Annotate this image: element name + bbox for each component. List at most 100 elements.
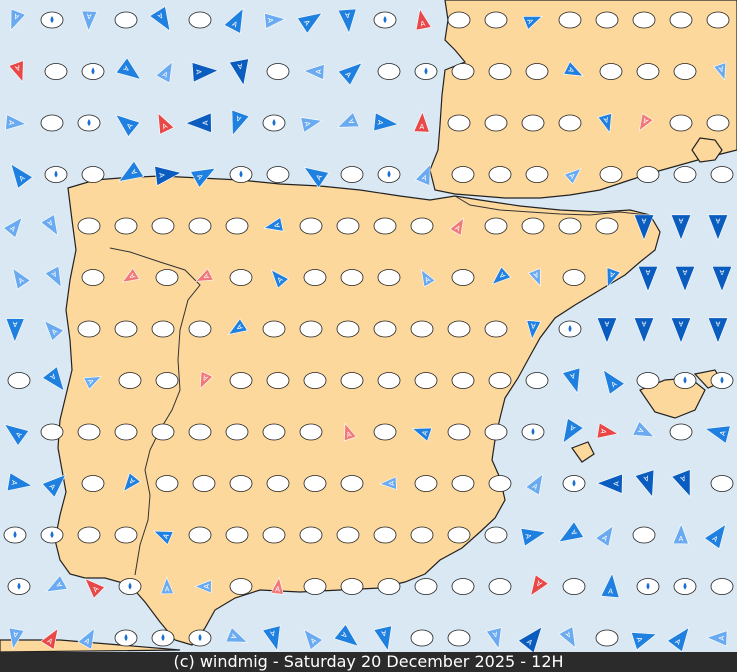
wind-arrow-icon: A bbox=[563, 61, 584, 77]
svg-text:A: A bbox=[678, 216, 683, 224]
wind-arrow-icon: A bbox=[337, 111, 360, 128]
svg-text:A: A bbox=[203, 584, 211, 589]
svg-text:A: A bbox=[345, 11, 351, 19]
svg-text:A: A bbox=[235, 323, 244, 332]
calm-marker bbox=[484, 423, 508, 441]
calm-marker bbox=[340, 475, 364, 492]
wind-arrow-icon: A bbox=[602, 369, 626, 395]
svg-text:A: A bbox=[55, 580, 64, 588]
calm-marker bbox=[484, 217, 508, 235]
wind-arrow-icon: A bbox=[270, 269, 290, 289]
svg-text:A: A bbox=[46, 637, 54, 646]
raindrop-icon bbox=[87, 119, 91, 126]
calm-marker bbox=[595, 11, 619, 29]
calm-marker bbox=[558, 114, 582, 132]
svg-text:A: A bbox=[380, 629, 387, 638]
svg-text:A: A bbox=[613, 481, 621, 486]
wind-arrow-icon: A bbox=[231, 109, 250, 137]
wind-arrow-icon: A bbox=[637, 266, 659, 293]
wind-arrow-icon: A bbox=[44, 265, 62, 288]
wind-arrow-icon: A bbox=[191, 62, 219, 83]
wind-arrow-icon: A bbox=[595, 525, 614, 548]
wind-arrow-icon: A bbox=[303, 166, 330, 189]
wind-arrow-icon: A bbox=[40, 627, 59, 651]
calm-marker bbox=[262, 526, 286, 544]
svg-text:A: A bbox=[715, 319, 720, 327]
wind-arrow-icon: A bbox=[123, 472, 142, 492]
calm-marker bbox=[451, 166, 475, 183]
wind-arrow-icon: A bbox=[44, 320, 65, 342]
wind-arrow-icon: A bbox=[522, 15, 544, 30]
calm-marker bbox=[229, 372, 253, 389]
wind-arrow-icon: A bbox=[527, 268, 541, 287]
calm-marker bbox=[299, 526, 323, 544]
svg-text:A: A bbox=[610, 380, 619, 389]
svg-text:A: A bbox=[14, 63, 21, 72]
wind-arrow-icon: A bbox=[262, 625, 281, 652]
wind-arrow-icon: A bbox=[303, 628, 324, 651]
svg-text:A: A bbox=[344, 70, 353, 79]
svg-text:A: A bbox=[635, 636, 644, 643]
wind-arrow-icon: A bbox=[632, 420, 655, 438]
calm-marker bbox=[303, 578, 327, 595]
wind-arrow-icon: A bbox=[561, 367, 581, 394]
svg-text:A: A bbox=[315, 173, 324, 182]
calm-marker bbox=[410, 320, 434, 338]
calm-marker bbox=[81, 166, 105, 183]
calm-marker bbox=[229, 578, 253, 595]
calm-marker bbox=[114, 423, 138, 441]
wind-map[interactable]: A A A A A A A A A A A A A A A A A A A A A A A A A A A A A A A A A A A A A A A A… bbox=[0, 0, 737, 652]
calm-marker bbox=[114, 320, 138, 338]
svg-text:A: A bbox=[195, 173, 204, 181]
svg-text:A: A bbox=[679, 474, 687, 483]
calm-marker bbox=[262, 320, 286, 338]
svg-text:A: A bbox=[525, 18, 534, 26]
calm-marker bbox=[373, 423, 397, 441]
calm-marker bbox=[488, 63, 512, 80]
svg-text:A: A bbox=[128, 272, 137, 280]
calm-marker bbox=[599, 63, 623, 80]
calm-marker bbox=[225, 423, 249, 441]
wind-arrow-icon: A bbox=[674, 266, 696, 293]
svg-text:A: A bbox=[273, 222, 282, 229]
calm-marker bbox=[225, 217, 249, 235]
svg-text:A: A bbox=[202, 272, 211, 280]
wind-arrow-icon: A bbox=[379, 476, 397, 490]
wind-arrow-icon: A bbox=[228, 58, 249, 87]
wind-arrow-icon: A bbox=[526, 320, 542, 340]
calm-marker bbox=[669, 423, 693, 441]
spain-france-border bbox=[454, 195, 649, 216]
calm-marker bbox=[558, 11, 582, 29]
calm-marker bbox=[299, 320, 323, 338]
svg-text:A: A bbox=[421, 429, 430, 436]
calm-marker bbox=[373, 217, 397, 235]
svg-text:A: A bbox=[347, 117, 356, 125]
wind-arrow-icon: A bbox=[633, 317, 655, 344]
calm-marker bbox=[262, 423, 286, 441]
calm-marker bbox=[706, 11, 730, 29]
svg-text:A: A bbox=[275, 585, 281, 594]
svg-text:A: A bbox=[641, 319, 646, 327]
wind-arrow-icon: A bbox=[190, 167, 217, 189]
raindrop-icon bbox=[424, 67, 428, 75]
wind-arrow-icon: A bbox=[670, 317, 692, 344]
calm-marker bbox=[521, 114, 545, 132]
wind-arrow-icon: A bbox=[3, 423, 30, 447]
wind-arrow-icon: A bbox=[8, 627, 25, 650]
wind-arrow-icon: A bbox=[40, 214, 59, 237]
svg-text:A: A bbox=[491, 630, 498, 639]
calm-marker bbox=[525, 63, 549, 80]
calm-marker bbox=[40, 423, 64, 441]
wind-arrow-icon: A bbox=[121, 267, 140, 283]
svg-text:A: A bbox=[194, 69, 202, 75]
wind-arrow-icon: A bbox=[606, 267, 621, 288]
wind-arrow-icon: A bbox=[706, 630, 728, 647]
wind-arrow-icon: A bbox=[10, 163, 34, 189]
wind-arrow-icon: A bbox=[415, 8, 432, 31]
svg-text:A: A bbox=[602, 115, 609, 124]
wind-arrow-icon: A bbox=[296, 12, 323, 34]
calm-marker bbox=[373, 526, 397, 544]
svg-text:A: A bbox=[532, 270, 540, 279]
calm-marker bbox=[447, 526, 471, 544]
svg-text:A: A bbox=[568, 423, 576, 432]
